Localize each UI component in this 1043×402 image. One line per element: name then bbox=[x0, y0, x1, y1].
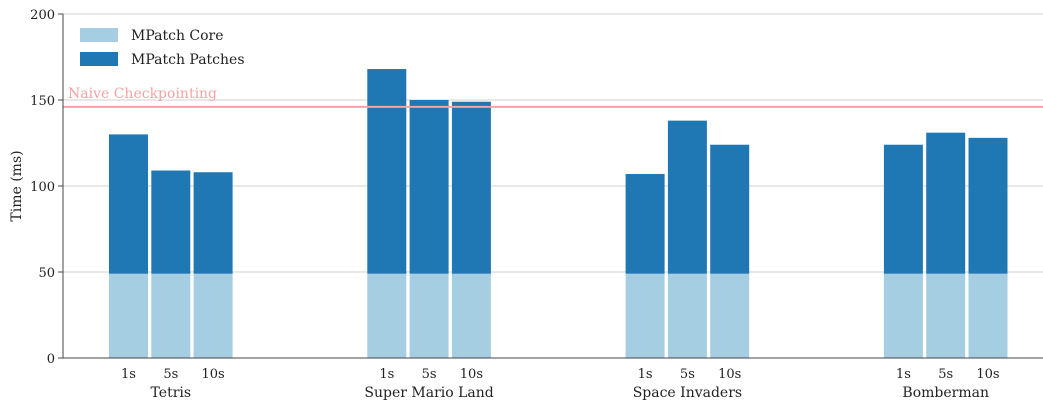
x-tick-label: 5s bbox=[938, 367, 953, 382]
y-tick-label: 0 bbox=[47, 352, 55, 367]
bar-core bbox=[193, 273, 233, 358]
bar-patches bbox=[451, 101, 491, 274]
bar-patches bbox=[625, 173, 665, 274]
y-tick-label: 150 bbox=[30, 94, 55, 109]
bar-core bbox=[625, 273, 665, 358]
group-label: Space Invaders bbox=[633, 385, 742, 401]
legend-swatch bbox=[80, 28, 118, 42]
x-tick-label: 1s bbox=[379, 367, 394, 382]
bar-patches bbox=[409, 100, 449, 274]
bar-core bbox=[109, 273, 148, 358]
x-tick-label: 5s bbox=[163, 367, 178, 382]
bars bbox=[109, 69, 1008, 358]
legend-swatch bbox=[80, 52, 118, 66]
reference-line-label: Naive Checkpointing bbox=[68, 86, 217, 102]
x-tick-label: 1s bbox=[121, 367, 136, 382]
y-axis-label: Time (ms) bbox=[9, 150, 25, 221]
bar-core bbox=[926, 273, 966, 358]
bar-patches bbox=[109, 134, 148, 274]
bar-patches bbox=[968, 137, 1008, 274]
bar-patches bbox=[883, 144, 923, 274]
bar-core bbox=[151, 273, 191, 358]
x-axis-labels: 1s 5s 10s Tetris 1s 5s 10s Super Mario Land 1s 5s… bbox=[121, 367, 1000, 401]
x-tick-label: 10s bbox=[976, 367, 999, 382]
y-tick-label: 100 bbox=[30, 180, 55, 195]
bar-core bbox=[968, 273, 1008, 358]
legend-label: MPatch Core bbox=[131, 28, 224, 44]
y-tick-label: 50 bbox=[38, 266, 55, 281]
bar-core bbox=[409, 273, 449, 358]
x-tick-label: 10s bbox=[460, 367, 483, 382]
bar-core bbox=[667, 273, 707, 358]
bar-patches bbox=[667, 120, 707, 274]
x-tick-label: 10s bbox=[201, 367, 224, 382]
legend: MPatch Core MPatch Patches bbox=[80, 28, 245, 68]
x-tick-label: 1s bbox=[638, 367, 653, 382]
bar-patches bbox=[710, 144, 750, 274]
bar-core bbox=[451, 273, 491, 358]
x-tick-label: 5s bbox=[680, 367, 695, 382]
bar-core bbox=[367, 273, 407, 358]
legend-label: MPatch Patches bbox=[131, 52, 245, 68]
group-label: Bomberman bbox=[902, 385, 989, 401]
y-tick-label: 200 bbox=[30, 8, 55, 23]
reference-line-group: Naive Checkpointing bbox=[63, 86, 1043, 108]
x-tick-label: 1s bbox=[896, 367, 911, 382]
group-label: Tetris bbox=[151, 385, 192, 401]
bar-core bbox=[883, 273, 923, 358]
x-tick-label: 10s bbox=[718, 367, 741, 382]
x-tick-label: 5s bbox=[422, 367, 437, 382]
bar-patches bbox=[367, 69, 407, 274]
bar-patches bbox=[926, 132, 966, 274]
bar-core bbox=[710, 273, 750, 358]
bar-patches bbox=[151, 170, 191, 274]
bar-patches bbox=[193, 172, 233, 274]
group-label: Super Mario Land bbox=[364, 385, 493, 401]
y-axis-ticks: 0 50 100 150 200 bbox=[30, 8, 63, 367]
